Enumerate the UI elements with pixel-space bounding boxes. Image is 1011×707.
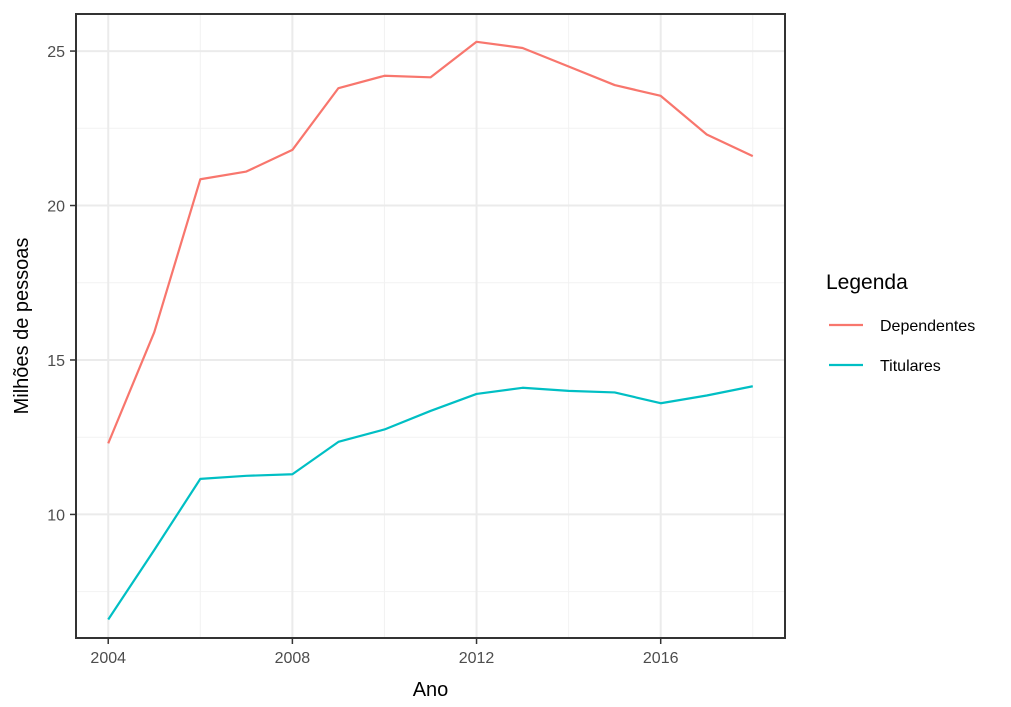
plot-panel-border <box>75 13 786 639</box>
legend-title: Legenda <box>826 271 908 294</box>
tick-labels: 2004 2008 2012 2016 10 15 20 25 <box>47 44 678 667</box>
y-tick-label: 15 <box>47 353 65 370</box>
y-tick-label: 25 <box>47 44 65 61</box>
x-tick-label: 2004 <box>90 650 126 667</box>
x-tick-label: 2008 <box>275 650 311 667</box>
titulares-line <box>107 385 753 621</box>
legend-label-dependentes: Dependentes <box>880 318 975 335</box>
legend-label-titulares: Titulares <box>880 358 941 375</box>
axis-ticks <box>70 50 662 644</box>
y-tick-label: 10 <box>47 507 65 524</box>
series-lines <box>107 40 754 621</box>
dependentes-line <box>107 40 754 444</box>
x-tick-label: 2016 <box>643 650 679 667</box>
legend: Legenda Dependentes Titulares <box>826 271 975 375</box>
x-axis-title: Ano <box>413 679 449 701</box>
legend-items: Dependentes Titulares <box>829 318 975 375</box>
x-tick-label: 2012 <box>459 650 495 667</box>
y-axis-title: Milhões de pessoas <box>11 238 33 415</box>
major-gridlines <box>76 14 785 638</box>
minor-gridlines <box>76 14 785 638</box>
y-tick-label: 20 <box>47 199 65 216</box>
